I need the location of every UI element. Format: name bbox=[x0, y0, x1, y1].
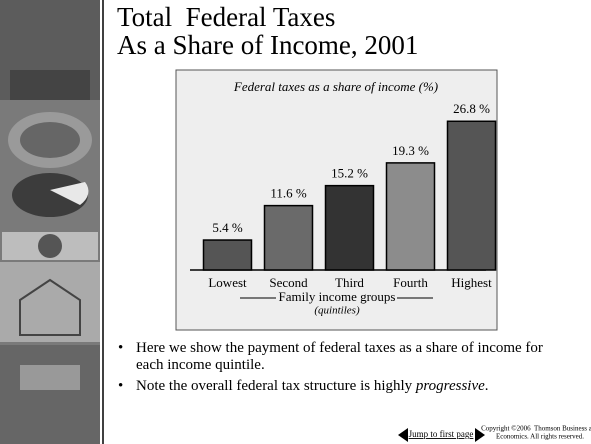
bar bbox=[263, 204, 314, 271]
bullet-list: Here we show the payment of federal taxe… bbox=[114, 340, 564, 399]
bullet-text: . bbox=[484, 378, 489, 394]
nav-prev[interactable] bbox=[398, 428, 408, 442]
value-label: 26.8 % bbox=[453, 101, 490, 116]
bar bbox=[202, 239, 253, 271]
bar bbox=[385, 162, 436, 271]
copyright: Economics. All rights reserved. bbox=[496, 433, 584, 441]
nav-next[interactable] bbox=[475, 428, 485, 442]
value-label: 5.4 % bbox=[212, 220, 243, 235]
x-tick-label: Second bbox=[269, 275, 308, 290]
bar bbox=[446, 120, 497, 271]
x-tick-label: Fourth bbox=[393, 275, 428, 290]
value-label: 19.3 % bbox=[392, 143, 429, 158]
x-tick-label: Lowest bbox=[208, 275, 247, 290]
bullet-text: Here we show the payment of federal taxe… bbox=[136, 340, 543, 373]
bullet-text: Note the overall federal tax structure i… bbox=[136, 378, 416, 394]
bullet: Here we show the payment of federal taxe… bbox=[114, 340, 564, 374]
image-strip bbox=[0, 0, 100, 444]
bullet-emphasis: progressive bbox=[415, 378, 485, 394]
value-label: 15.2 % bbox=[331, 166, 368, 181]
copyright: Copyright ©2006 Thomson Business and bbox=[481, 425, 591, 433]
x-tick-label: Third bbox=[335, 275, 364, 290]
x-axis-label: Family income groups bbox=[279, 289, 396, 304]
slide-title: As a Share of Income, 2001 bbox=[117, 30, 418, 60]
chart-title: Federal taxes as a share of income (%) bbox=[233, 79, 438, 94]
x-tick-label: Highest bbox=[451, 275, 492, 290]
nav-link[interactable]: Jump to first page bbox=[409, 429, 474, 439]
slide-title: Total Federal Taxes bbox=[117, 2, 335, 32]
bar bbox=[324, 184, 375, 271]
x-axis-note: (quintiles) bbox=[314, 305, 360, 317]
value-label: 11.6 % bbox=[270, 186, 307, 201]
bullet: Note the overall federal tax structure i… bbox=[114, 378, 564, 395]
